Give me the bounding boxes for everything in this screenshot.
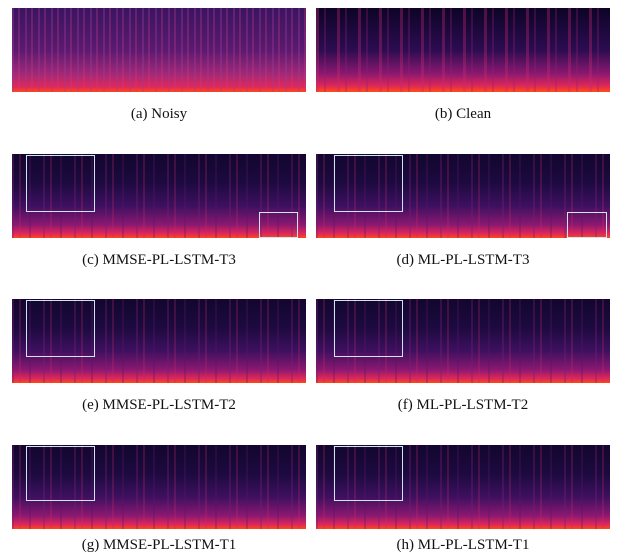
spectrogram xyxy=(316,445,610,529)
spectrogram xyxy=(316,299,610,383)
highlight-box xyxy=(334,155,403,212)
spectrogram xyxy=(316,154,610,238)
caption: (f) ML-PL-LSTM-T2 xyxy=(397,397,529,413)
spectrogram xyxy=(12,154,306,238)
highlight-box xyxy=(26,446,95,501)
spectrogram xyxy=(12,8,306,92)
caption: (e) MMSE-PL-LSTM-T2 xyxy=(82,397,236,413)
caption: (h) ML-PL-LSTM-T1 xyxy=(396,537,530,553)
caption: (c) MMSE-PL-LSTM-T3 xyxy=(82,252,236,268)
caption: (g) MMSE-PL-LSTM-T1 xyxy=(81,537,237,553)
caption: (b) Clean xyxy=(434,106,492,122)
highlight-box xyxy=(334,446,403,501)
spectrogram xyxy=(12,299,306,383)
highlight-box xyxy=(567,212,607,238)
highlight-box xyxy=(334,300,403,357)
caption: (a) Noisy xyxy=(130,106,188,122)
highlight-box xyxy=(26,155,95,212)
caption: (d) ML-PL-LSTM-T3 xyxy=(396,252,530,268)
highlight-box xyxy=(259,212,298,238)
spectrogram xyxy=(12,445,306,529)
highlight-box xyxy=(26,300,95,357)
spectrogram xyxy=(316,8,610,92)
